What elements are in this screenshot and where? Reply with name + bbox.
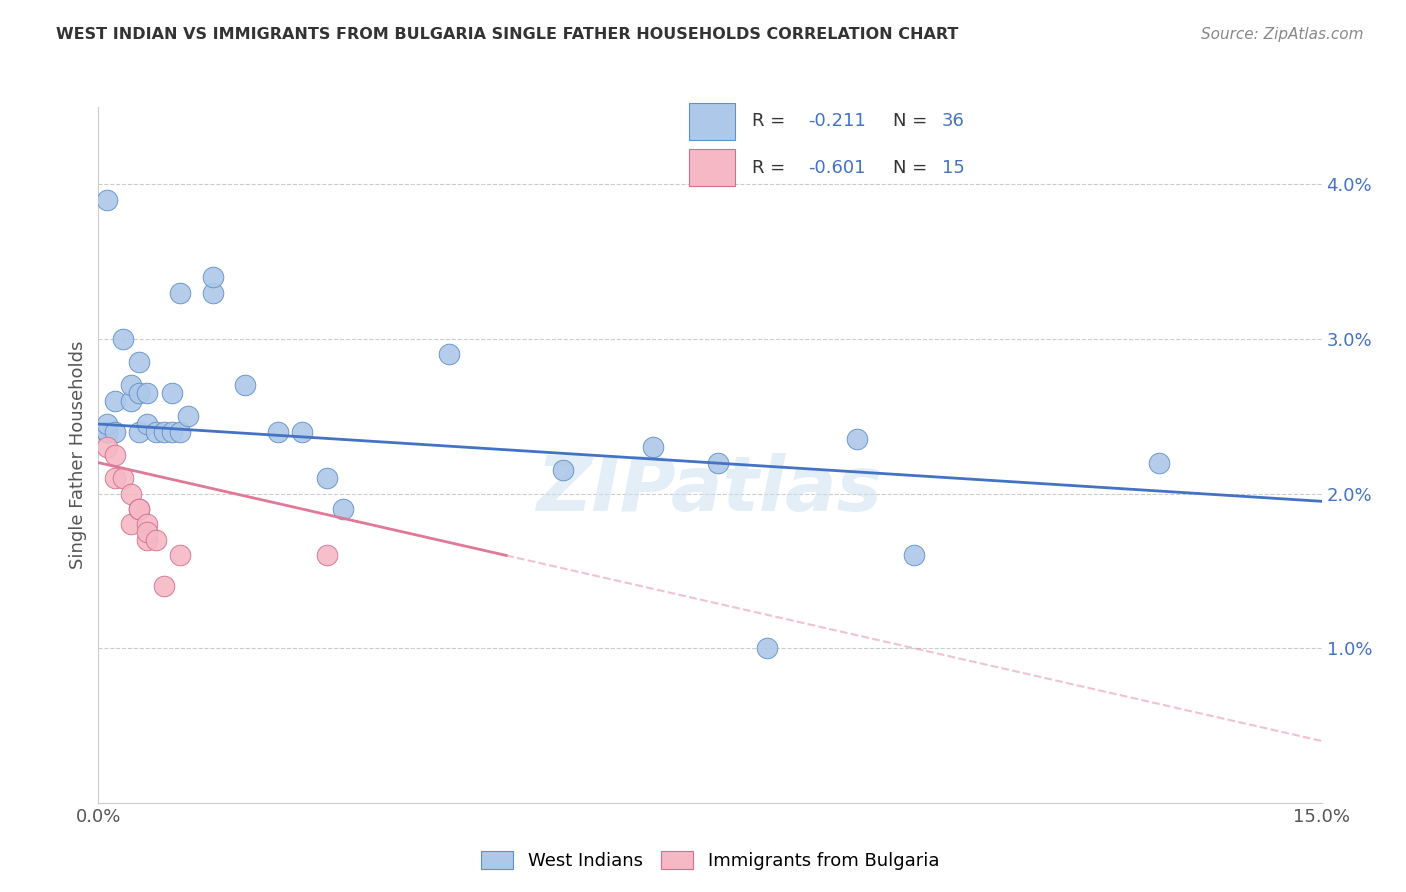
Point — [641, 440, 664, 454]
Point — [201, 285, 224, 300]
Point — [96, 425, 118, 439]
Text: 36: 36 — [942, 112, 965, 130]
Point — [136, 533, 159, 547]
Text: ZIPatlas: ZIPatlas — [537, 453, 883, 526]
Text: N =: N = — [893, 159, 932, 177]
Point — [553, 463, 575, 477]
Point — [136, 525, 159, 540]
Point — [128, 502, 150, 516]
Point — [136, 386, 159, 401]
Point — [169, 285, 191, 300]
Point — [136, 417, 159, 431]
Text: WEST INDIAN VS IMMIGRANTS FROM BULGARIA SINGLE FATHER HOUSEHOLDS CORRELATION CHA: WEST INDIAN VS IMMIGRANTS FROM BULGARIA … — [56, 27, 959, 42]
Text: Source: ZipAtlas.com: Source: ZipAtlas.com — [1201, 27, 1364, 42]
Point — [1147, 456, 1170, 470]
Text: -0.211: -0.211 — [808, 112, 866, 130]
Point — [111, 471, 134, 485]
Point — [152, 425, 174, 439]
Point — [332, 502, 354, 516]
Point — [177, 409, 200, 424]
Point — [315, 549, 337, 563]
Point — [128, 386, 150, 401]
Point — [104, 471, 127, 485]
Point — [707, 456, 730, 470]
Point — [233, 378, 256, 392]
Point — [160, 425, 183, 439]
Point — [96, 440, 118, 454]
Point — [128, 355, 150, 369]
Point — [315, 471, 337, 485]
Point — [128, 425, 150, 439]
Point — [120, 393, 142, 408]
Text: 15: 15 — [942, 159, 965, 177]
Point — [169, 425, 191, 439]
Point — [903, 549, 925, 563]
Text: -0.601: -0.601 — [808, 159, 866, 177]
Point — [120, 517, 142, 532]
Point — [96, 425, 118, 439]
Point — [845, 433, 868, 447]
Point — [201, 270, 224, 285]
Point — [104, 425, 127, 439]
Text: R =: R = — [752, 159, 792, 177]
Point — [111, 332, 134, 346]
Bar — [689, 149, 734, 186]
Point — [267, 425, 290, 439]
Point — [120, 486, 142, 500]
Point — [291, 425, 314, 439]
Point — [96, 193, 118, 207]
Point — [96, 417, 118, 431]
Bar — [689, 103, 734, 140]
Point — [145, 425, 167, 439]
Y-axis label: Single Father Households: Single Father Households — [69, 341, 87, 569]
Point — [437, 347, 460, 361]
Point — [120, 378, 142, 392]
Text: R =: R = — [752, 112, 792, 130]
Point — [104, 393, 127, 408]
Point — [104, 448, 127, 462]
Point — [152, 579, 174, 593]
Point — [128, 502, 150, 516]
Point — [145, 533, 167, 547]
Text: N =: N = — [893, 112, 932, 130]
Legend: West Indians, Immigrants from Bulgaria: West Indians, Immigrants from Bulgaria — [474, 844, 946, 877]
Point — [756, 641, 779, 656]
Point — [160, 386, 183, 401]
Point — [136, 517, 159, 532]
Point — [169, 549, 191, 563]
